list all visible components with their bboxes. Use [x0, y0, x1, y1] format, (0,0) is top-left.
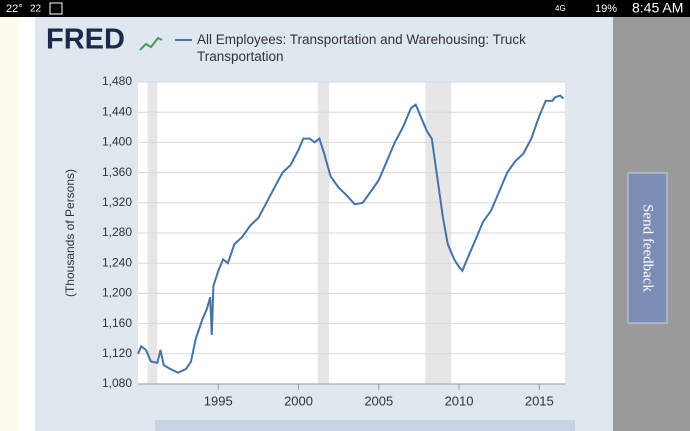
navigator — [155, 420, 575, 431]
x-tick-label: 2005 — [364, 393, 393, 408]
y-tick-label: 1,360 — [102, 165, 132, 179]
status-battery: 19% — [595, 3, 617, 15]
y-axis-label: (Thousands of Persons) — [63, 169, 77, 297]
x-tick-label: 2015 — [525, 393, 554, 408]
y-tick-label: 1,120 — [102, 346, 132, 360]
left-strip — [18, 17, 35, 431]
status-time: 8:45 AM — [632, 0, 683, 16]
y-tick-label: 1,440 — [102, 104, 132, 118]
y-tick-label: 1,480 — [102, 74, 132, 88]
chart-title: All Employees: Transportation and Wareho… — [197, 32, 526, 64]
logo-icon — [139, 36, 163, 51]
y-tick-label: 1,080 — [102, 376, 132, 390]
x-tick-label: 2010 — [445, 393, 474, 408]
feedback-text[interactable]: Send feedback — [640, 204, 656, 292]
y-tick-label: 1,400 — [102, 135, 132, 149]
y-tick-label: 1,160 — [102, 316, 132, 330]
status-temp: 22° — [6, 3, 23, 15]
x-tick-label: 1995 — [204, 393, 233, 408]
y-tick-label: 1,320 — [102, 195, 132, 209]
status-network: 4G — [555, 4, 566, 13]
feedback-button[interactable] — [627, 172, 668, 324]
status-bar — [0, 0, 690, 17]
x-tick-label: 2000 — [284, 393, 313, 408]
y-tick-label: 1,240 — [102, 255, 132, 269]
y-tick-label: 1,200 — [102, 286, 132, 300]
y-tick-label: 1,280 — [102, 225, 132, 239]
status-temp2: 22 — [30, 4, 42, 15]
status-icon — [49, 2, 63, 15]
data-line — [137, 94, 565, 374]
logo: FRED — [46, 24, 125, 56]
